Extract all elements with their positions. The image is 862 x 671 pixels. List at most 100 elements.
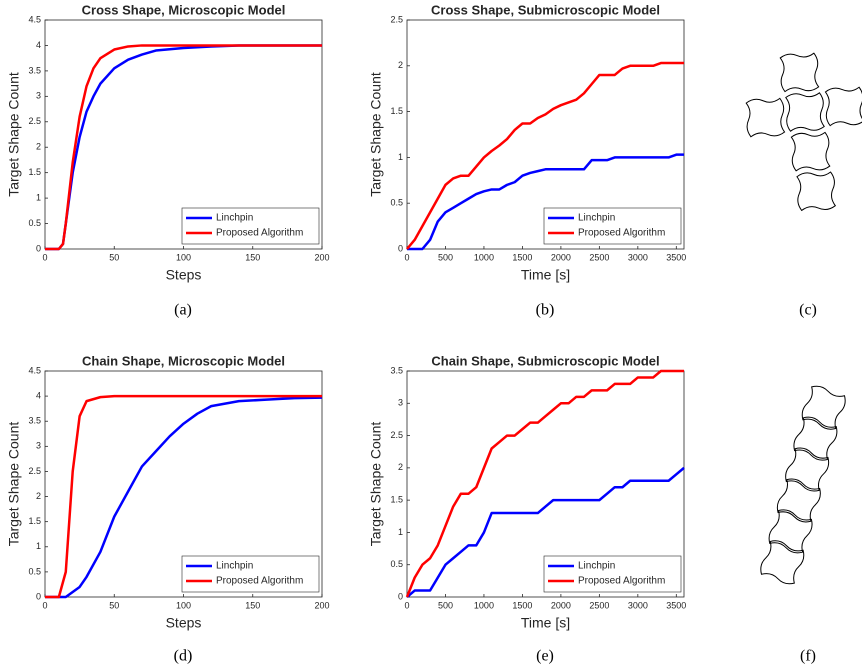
y-tick-label: 3.5 xyxy=(390,365,403,375)
y-tick-label: 1 xyxy=(398,152,403,162)
x-tick-label: 100 xyxy=(176,600,191,610)
x-tick-label: 200 xyxy=(314,600,329,610)
y-tick-label: 1.5 xyxy=(28,167,41,177)
data-line xyxy=(405,369,684,598)
x-tick-label: 3000 xyxy=(628,600,648,610)
y-axis-label: Target Shape Count xyxy=(6,72,22,197)
legend-label: Proposed Algorithm xyxy=(578,576,665,587)
y-tick-label: 3 xyxy=(36,91,41,101)
x-axis-label: Time [s] xyxy=(521,267,570,283)
y-tick-label: 1.5 xyxy=(390,495,403,505)
y-tick-label: 3.5 xyxy=(28,416,41,426)
x-axis-label: Steps xyxy=(166,267,202,283)
chart-title: Chain Shape, Submicroscopic Model xyxy=(431,353,659,368)
data-line xyxy=(406,61,684,250)
x-tick-label: 200 xyxy=(314,252,329,262)
data-line xyxy=(45,394,322,599)
x-tick-label: 1500 xyxy=(512,600,532,610)
y-tick-label: 3 xyxy=(36,441,41,451)
y-axis-label: Target Shape Count xyxy=(368,72,384,197)
x-tick-label: 0 xyxy=(404,600,409,610)
caption: (c) xyxy=(799,302,817,319)
legend-label: Linchpin xyxy=(216,213,253,224)
y-tick-label: 3 xyxy=(398,398,403,408)
cross-shape-diagram xyxy=(742,49,862,214)
legend-label: Proposed Algorithm xyxy=(216,576,303,587)
y-tick-label: 0.5 xyxy=(390,559,403,569)
x-tick-label: 0 xyxy=(404,252,409,262)
y-tick-label: 2 xyxy=(398,60,403,70)
x-tick-label: 50 xyxy=(109,600,119,610)
chart-title: Cross Shape, Submicroscopic Model xyxy=(431,2,660,17)
y-tick-label: 2.5 xyxy=(28,466,41,476)
chart-title: Cross Shape, Microscopic Model xyxy=(82,2,286,17)
x-tick-label: 3500 xyxy=(666,600,686,610)
y-tick-label: 3.5 xyxy=(28,65,41,75)
x-tick-label: 1000 xyxy=(474,252,494,262)
x-tick-label: 150 xyxy=(245,600,260,610)
legend-box xyxy=(181,555,320,593)
y-tick-label: 0.5 xyxy=(28,218,41,228)
y-tick-label: 2.5 xyxy=(28,116,41,126)
x-tick-label: 100 xyxy=(176,252,191,262)
x-tick-label: 2000 xyxy=(551,600,571,610)
chart-title: Chain Shape, Microscopic Model xyxy=(82,353,285,368)
y-tick-label: 0 xyxy=(398,243,403,253)
y-tick-label: 0 xyxy=(398,591,403,601)
caption: (a) xyxy=(174,302,192,319)
data-line xyxy=(45,44,322,251)
x-axis-label: Steps xyxy=(166,615,202,631)
y-tick-label: 0.5 xyxy=(390,198,403,208)
x-tick-label: 3000 xyxy=(628,252,648,262)
x-tick-label: 50 xyxy=(109,252,119,262)
x-tick-label: 500 xyxy=(438,252,453,262)
x-tick-label: 2000 xyxy=(551,252,571,262)
y-tick-label: 4.5 xyxy=(28,365,41,375)
caption: (b) xyxy=(536,302,555,319)
legend-box xyxy=(543,207,682,245)
chain-shape-diagram xyxy=(757,383,849,587)
y-tick-label: 2 xyxy=(398,462,403,472)
x-tick-label: 500 xyxy=(438,600,453,610)
data-line xyxy=(45,396,323,599)
y-tick-label: 4.5 xyxy=(28,14,41,24)
y-tick-label: 1.5 xyxy=(28,516,41,526)
y-tick-label: 1 xyxy=(36,541,41,551)
y-tick-label: 1 xyxy=(36,192,41,202)
x-tick-label: 2500 xyxy=(589,600,609,610)
x-tick-label: 0 xyxy=(42,600,47,610)
y-tick-label: 4 xyxy=(36,40,41,50)
y-tick-label: 2.5 xyxy=(390,430,403,440)
legend-label: Proposed Algorithm xyxy=(578,228,665,239)
legend-label: Linchpin xyxy=(578,561,615,572)
caption: (f) xyxy=(800,648,816,665)
y-tick-label: 2 xyxy=(36,142,41,152)
caption: (e) xyxy=(536,648,554,665)
legend-label: Linchpin xyxy=(216,561,253,572)
y-tick-label: 1 xyxy=(398,527,403,537)
x-tick-label: 0 xyxy=(42,252,47,262)
y-tick-label: 1.5 xyxy=(390,106,403,116)
x-tick-label: 2500 xyxy=(589,252,609,262)
y-tick-label: 0.5 xyxy=(28,566,41,576)
y-tick-label: 4 xyxy=(36,390,41,400)
data-line xyxy=(406,466,685,598)
y-tick-label: 0 xyxy=(36,243,41,253)
legend-box xyxy=(543,555,682,593)
x-axis-label: Time [s] xyxy=(521,615,570,631)
x-tick-label: 150 xyxy=(245,252,260,262)
y-tick-label: 2 xyxy=(36,491,41,501)
y-tick-label: 0 xyxy=(36,591,41,601)
caption: (d) xyxy=(174,648,193,665)
legend-label: Linchpin xyxy=(578,213,615,224)
x-tick-label: 3500 xyxy=(666,252,686,262)
x-tick-label: 1000 xyxy=(474,600,494,610)
y-axis-label: Target Shape Count xyxy=(6,422,22,547)
legend-box xyxy=(181,207,320,245)
data-line xyxy=(407,153,684,251)
x-tick-label: 1500 xyxy=(512,252,532,262)
y-axis-label: Target Shape Count xyxy=(368,422,384,547)
y-tick-label: 2.5 xyxy=(390,14,403,24)
legend-label: Proposed Algorithm xyxy=(216,228,303,239)
